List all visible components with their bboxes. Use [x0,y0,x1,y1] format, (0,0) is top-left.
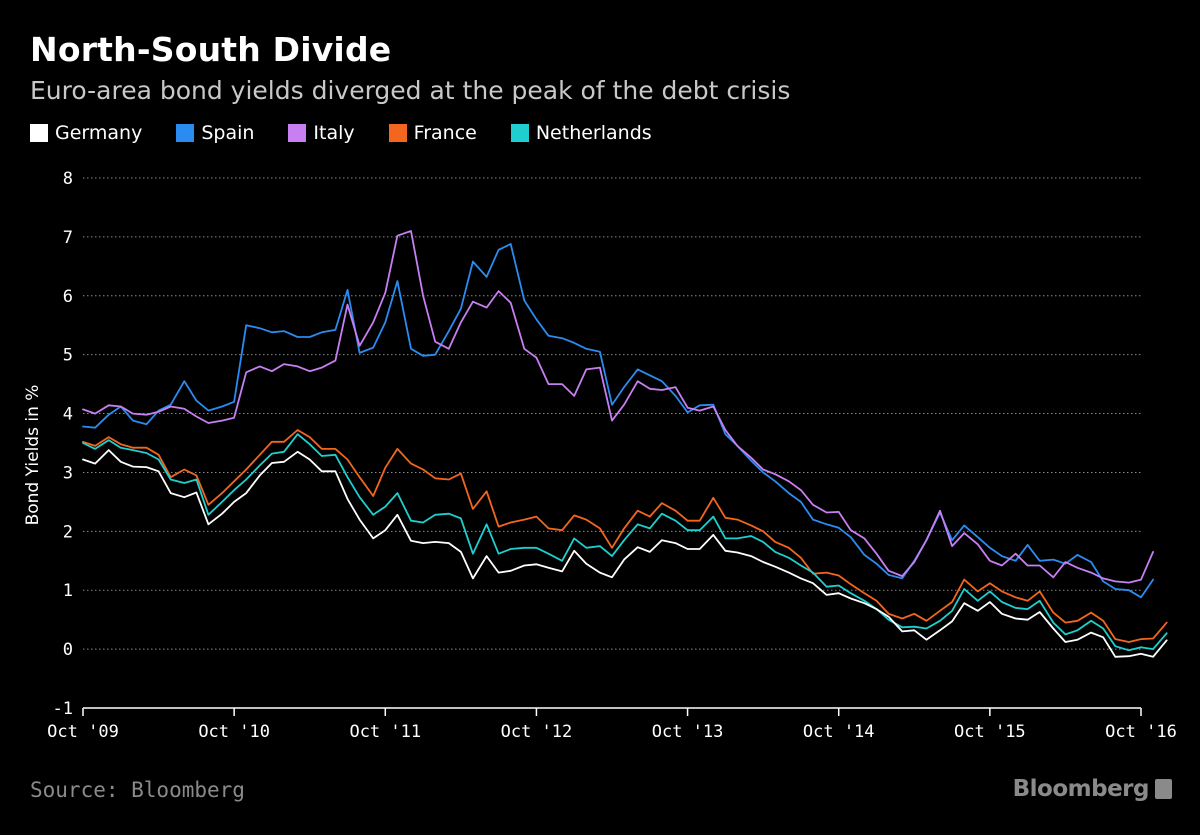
series-line-netherlands [82,433,1168,652]
y-tick-label: 0 [63,640,73,660]
gridlines [83,177,1141,650]
brand-name: Bloomberg [1012,776,1150,802]
y-tick-label: 3 [63,463,73,483]
x-tick-label: Oct '09 [47,722,119,742]
legend-item-germany: Germany [30,122,142,144]
x-tick-label: Oct '13 [652,722,724,742]
y-tick-label: 4 [63,405,73,425]
legend-item-france: France [388,122,477,144]
series-line-germany [82,449,1168,658]
legend-label-italy: Italy [313,122,355,144]
x-tick-label: Oct '10 [198,722,270,742]
y-tick-label: 5 [63,346,73,366]
legend-swatch-netherlands [510,124,529,142]
axes: -1 0 1 2 3 4 5 6 7 8 Oct '09 Oct '10 Oct '11 Oct '12 O… [47,169,1177,742]
legend-swatch-germany [30,124,48,142]
x-tick-label: Oct '14 [803,722,875,742]
series-lines [82,230,1168,658]
legend-swatch-spain [176,124,195,142]
y-tick-label: -1 [53,699,73,719]
x-tick-label: Oct '12 [501,722,573,742]
series-line-france [82,429,1168,643]
bloomberg-chart-icon [1155,779,1172,799]
legend-swatch-italy [288,124,307,142]
chart-subtitle: Euro-area bond yields diverged at the pe… [30,76,791,105]
legend-item-netherlands: Netherlands [510,122,652,144]
series-line-italy [82,230,1154,584]
chart-title: North-South Divide [30,30,392,69]
legend-label-spain: Spain [201,122,255,144]
y-tick-label: 8 [63,169,73,189]
x-tick-label: Oct '15 [954,722,1026,742]
x-tick-label: Oct '16 [1105,722,1177,742]
y-axis-label: Bond Yields in % [23,385,43,526]
series-line-spain [82,243,1154,599]
legend-item-spain: Spain [176,122,254,144]
legend-item-italy: Italy [288,122,355,144]
brand-logo: Bloomberg [1013,776,1172,802]
x-tick-label: Oct '11 [349,722,421,742]
legend-swatch-france [388,124,407,142]
y-tick-label: 1 [63,581,73,601]
y-tick-label: 2 [63,522,73,542]
y-tick-label: 6 [63,287,73,307]
legend-label-netherlands: Netherlands [535,122,652,144]
y-tick-label: 7 [63,228,73,248]
legend: Germany Spain Italy France Netherlands [30,122,686,144]
legend-label-france: France [413,122,477,144]
legend-label-germany: Germany [55,122,143,144]
source-note: Source: Bloomberg [30,778,245,802]
